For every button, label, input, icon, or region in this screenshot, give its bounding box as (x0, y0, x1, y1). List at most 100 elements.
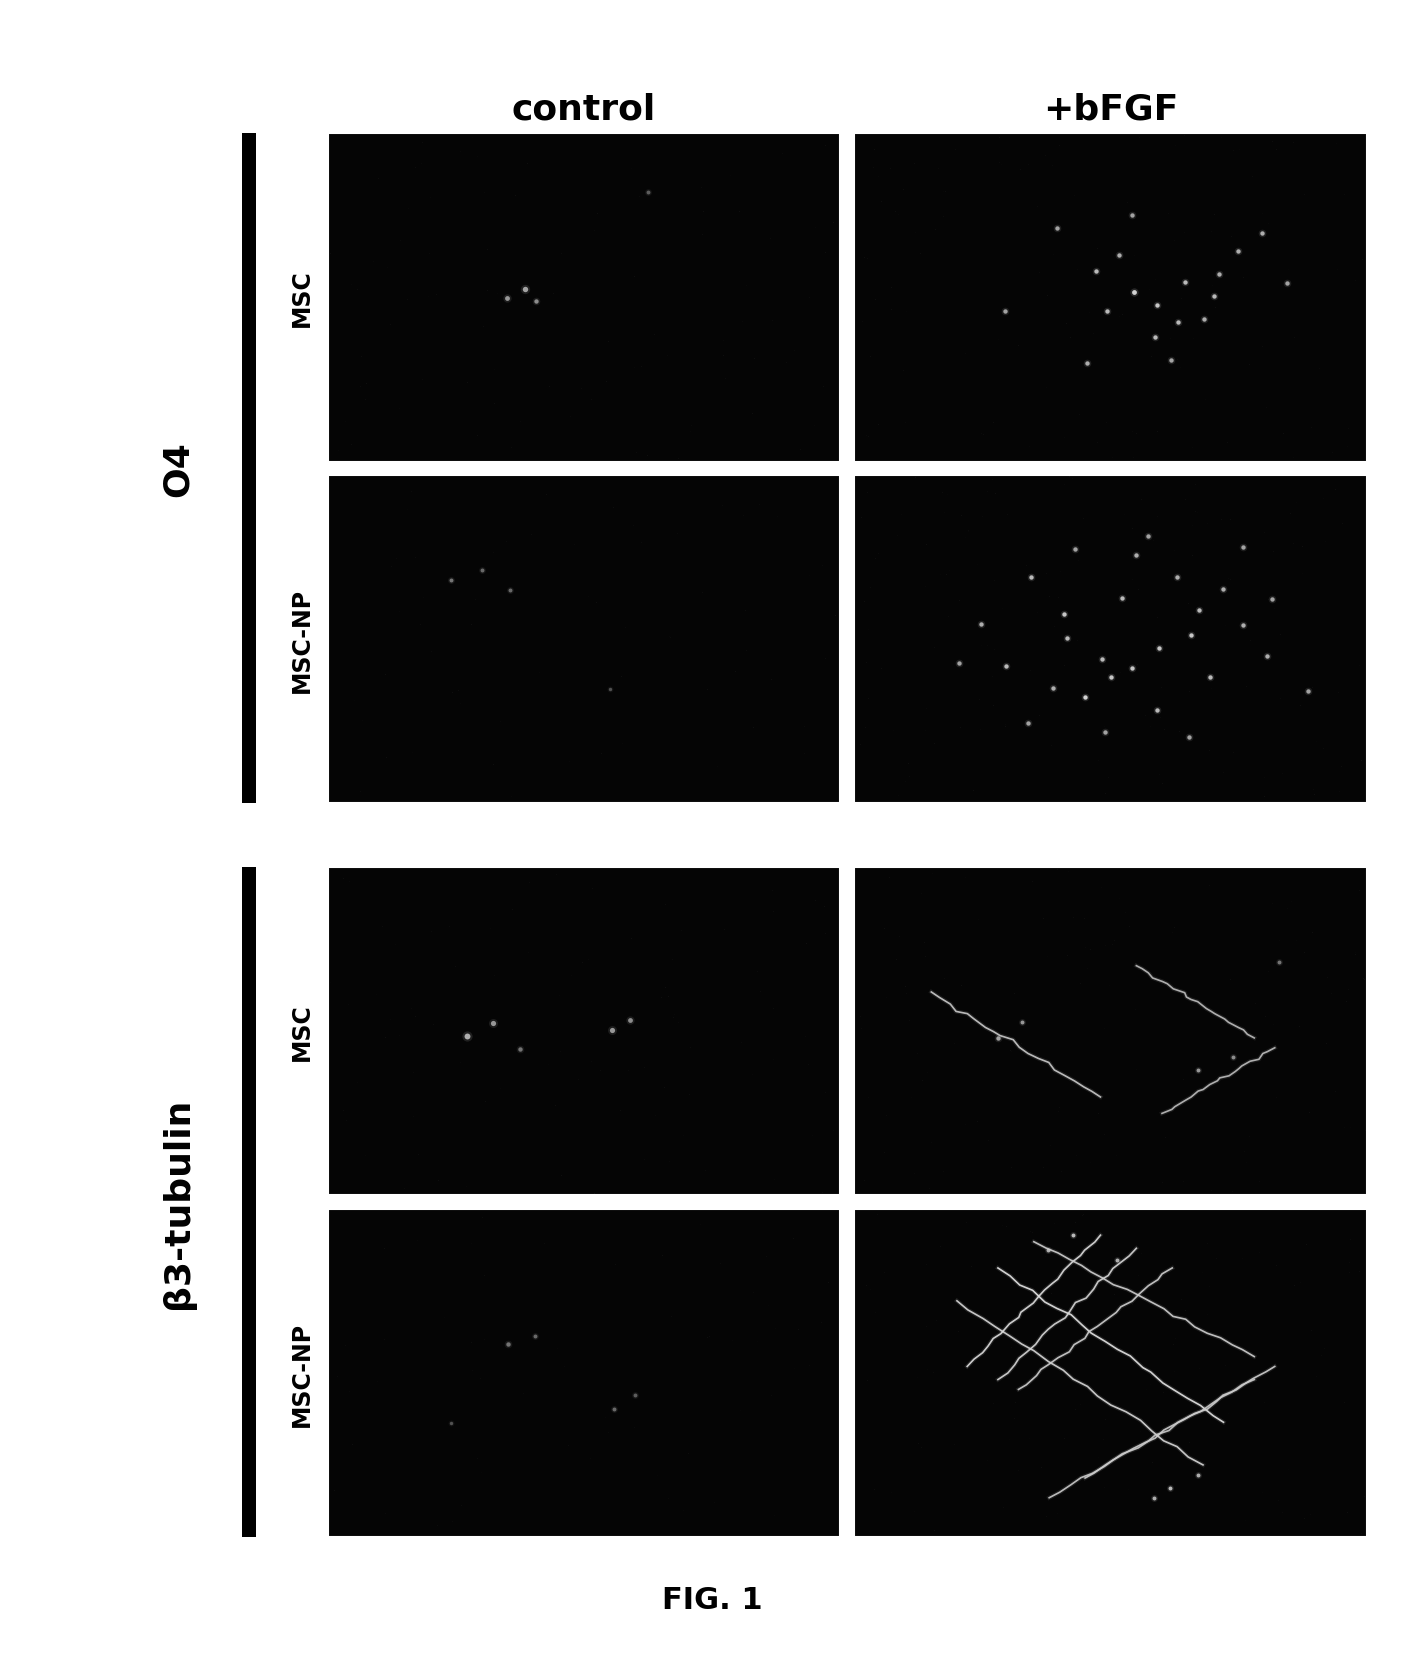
Point (1146, 292, 1169, 319)
Point (1208, 260, 1230, 287)
Point (1037, 1236, 1059, 1263)
Text: β3-tubulin: β3-tubulin (161, 1097, 195, 1309)
Point (1232, 534, 1255, 561)
Point (1180, 622, 1203, 648)
Point (1232, 534, 1255, 561)
Point (1267, 949, 1290, 976)
Point (1158, 1475, 1180, 1502)
Point (1085, 259, 1108, 286)
Point (1121, 203, 1143, 230)
Point (1125, 543, 1148, 570)
Point (1212, 576, 1235, 603)
Point (1122, 279, 1145, 306)
Point (1186, 1057, 1209, 1084)
Point (1105, 1247, 1128, 1273)
Point (496, 286, 518, 312)
Point (497, 1331, 520, 1357)
Point (1193, 306, 1216, 333)
Point (994, 299, 1017, 326)
Point (440, 568, 463, 595)
Point (456, 1023, 478, 1050)
Point (994, 654, 1017, 680)
Point (601, 1016, 624, 1043)
Point (1095, 299, 1118, 326)
Point (1178, 724, 1200, 751)
Point (1037, 1236, 1059, 1263)
Point (1188, 596, 1210, 623)
Point (498, 578, 521, 605)
Point (470, 558, 493, 585)
Text: +bFGF: +bFGF (1042, 92, 1179, 126)
Point (1158, 1475, 1180, 1502)
Point (602, 1396, 625, 1423)
Point (624, 1381, 646, 1408)
Point (1011, 1010, 1034, 1037)
Point (1143, 324, 1166, 351)
Point (1143, 1485, 1166, 1512)
Text: FIG. 1: FIG. 1 (662, 1584, 762, 1614)
Point (1011, 1010, 1034, 1037)
Point (497, 1331, 520, 1357)
Point (994, 299, 1017, 326)
Point (1166, 309, 1189, 336)
Point (1262, 586, 1284, 613)
Point (1074, 684, 1096, 711)
Text: MSC-NP: MSC-NP (290, 588, 313, 692)
Bar (242, 134, 256, 805)
Point (1250, 220, 1273, 247)
Point (1052, 601, 1075, 628)
Point (1203, 284, 1226, 311)
Bar (242, 867, 256, 1537)
Point (1296, 679, 1319, 706)
Point (1262, 586, 1284, 613)
Point (1166, 309, 1189, 336)
Point (439, 1410, 461, 1436)
Point (1180, 622, 1203, 648)
Point (1020, 564, 1042, 591)
Point (1148, 635, 1171, 662)
Point (1136, 522, 1159, 549)
Point (1143, 1485, 1166, 1512)
Point (1186, 1057, 1209, 1084)
Point (1188, 1462, 1210, 1488)
Point (1017, 711, 1040, 738)
Point (456, 1023, 478, 1050)
Point (1145, 697, 1168, 724)
Point (1296, 679, 1319, 706)
Point (525, 289, 548, 316)
Point (1091, 647, 1114, 674)
Point (498, 578, 521, 605)
Point (1091, 647, 1114, 674)
Point (598, 675, 621, 702)
Text: MSC-NP: MSC-NP (290, 1320, 313, 1426)
Point (619, 1006, 642, 1033)
Point (1178, 724, 1200, 751)
Point (987, 1025, 1010, 1052)
Point (1061, 1223, 1084, 1250)
Point (1074, 684, 1096, 711)
Point (602, 1396, 625, 1423)
Point (1108, 242, 1131, 269)
Point (1256, 643, 1279, 670)
Point (525, 289, 548, 316)
Point (1227, 239, 1250, 265)
Point (470, 558, 493, 585)
Point (1256, 643, 1279, 670)
Point (1108, 242, 1131, 269)
Point (1055, 625, 1078, 652)
Point (1075, 349, 1098, 376)
Point (1222, 1045, 1245, 1072)
Point (1199, 664, 1222, 690)
Point (1203, 284, 1226, 311)
Point (1121, 655, 1143, 682)
Point (1193, 306, 1216, 333)
Point (1122, 279, 1145, 306)
Point (1061, 1223, 1084, 1250)
Point (1075, 349, 1098, 376)
Point (1161, 348, 1183, 375)
Point (440, 568, 463, 595)
Point (1085, 259, 1108, 286)
Point (1161, 348, 1183, 375)
Point (1041, 675, 1064, 702)
Point (1212, 576, 1235, 603)
